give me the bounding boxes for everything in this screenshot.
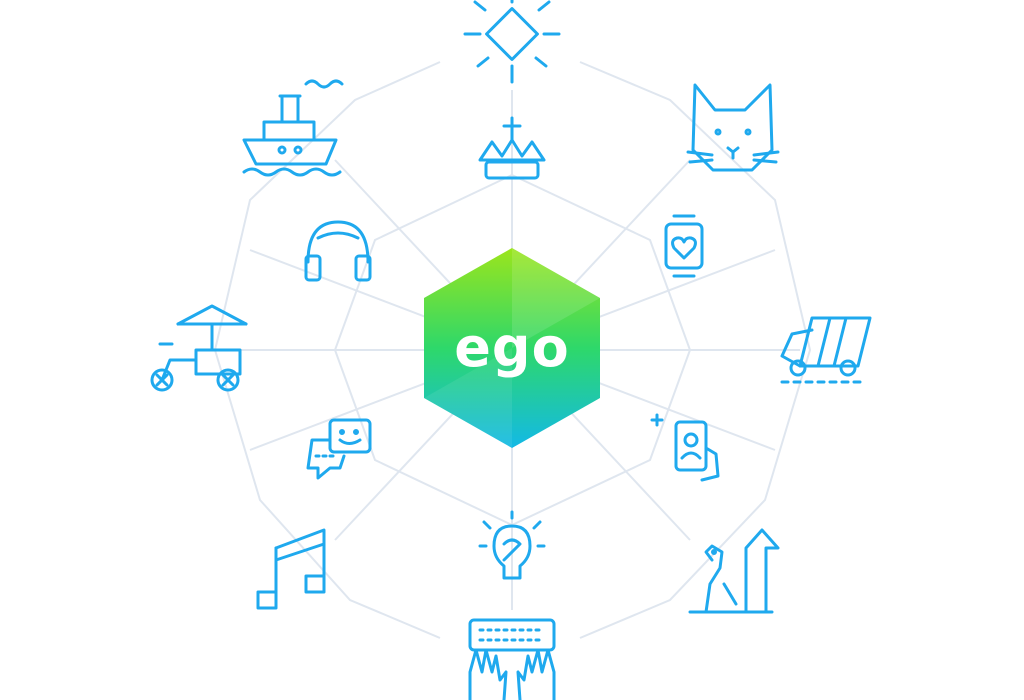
sun-diamond-icon bbox=[463, 0, 561, 84]
crown-icon bbox=[478, 116, 546, 180]
music-note-icon bbox=[256, 528, 326, 610]
logo-text: ego bbox=[454, 316, 569, 379]
ice-cream-cart-icon bbox=[150, 304, 248, 392]
chat-bubbles-icon bbox=[306, 418, 372, 480]
headphones-icon bbox=[304, 220, 372, 282]
cat-icon bbox=[686, 83, 780, 172]
phone-contact-icon bbox=[650, 413, 720, 482]
delivery-van-icon bbox=[780, 316, 872, 384]
network-line bbox=[579, 61, 812, 639]
lightbulb-brain-icon bbox=[478, 510, 546, 580]
ego-logo: ego bbox=[424, 248, 600, 448]
keyboard-hands-icon bbox=[468, 618, 556, 700]
smartwatch-heart-icon bbox=[664, 214, 704, 278]
squirrel-icon bbox=[688, 528, 780, 614]
ship-icon bbox=[242, 79, 344, 177]
